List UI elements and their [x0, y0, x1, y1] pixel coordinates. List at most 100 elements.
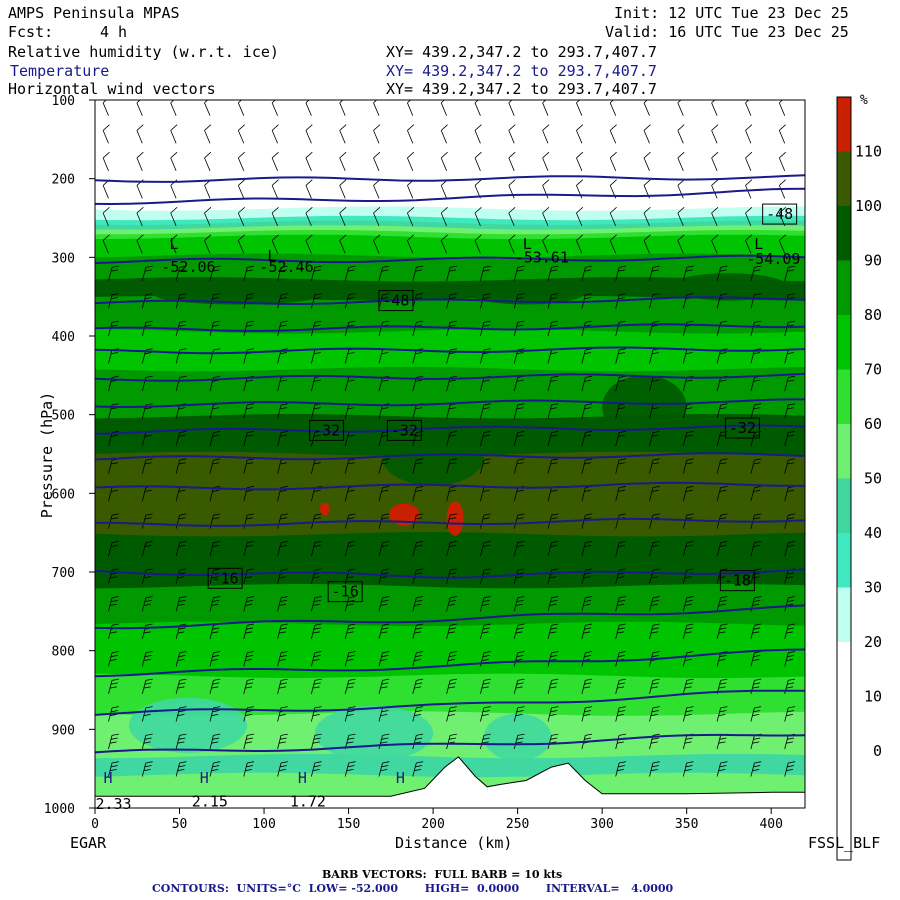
wind-barb: [581, 320, 593, 337]
forecast-hour: 4 h: [100, 23, 128, 41]
wind-barb: [682, 706, 694, 722]
wind-barb: [170, 151, 178, 171]
colorbar-swatch: [837, 369, 851, 424]
rh-band: [95, 499, 805, 509]
wind-barb: [243, 403, 255, 419]
colorbar-label: 10: [864, 688, 882, 706]
wind-barb: [581, 706, 593, 722]
wind-barb: [141, 678, 153, 695]
wind-barb: [542, 179, 550, 199]
wind-barb: [508, 207, 516, 227]
wind-barb: [513, 403, 525, 419]
wind-barb: [407, 151, 415, 171]
terrain-layer: [95, 756, 805, 808]
rh-band: [95, 631, 805, 642]
wind-barb: [682, 458, 694, 474]
wind-barb: [682, 265, 694, 281]
wind-barb: [175, 678, 187, 695]
wind-barb: [480, 403, 491, 419]
y-tick-label: 200: [52, 173, 75, 188]
colorbar-label: 70: [864, 361, 882, 379]
plot-frame: [94, 99, 806, 809]
wind-barb: [209, 733, 221, 750]
wind-barb: [373, 234, 381, 254]
rh-band: [95, 753, 805, 764]
wind-barb: [311, 293, 322, 309]
wind-barb: [682, 541, 694, 557]
x-tick-label: 250: [506, 817, 529, 832]
wind-barb: [547, 375, 559, 392]
wind-barb: [480, 651, 491, 667]
wind-barb: [609, 207, 617, 227]
isotherm-line: [95, 481, 805, 491]
wind-barb: [373, 100, 380, 116]
wind-barb: [141, 568, 153, 584]
wind-barb: [682, 651, 694, 667]
wind-barb: [204, 124, 212, 144]
wind-barb: [175, 293, 187, 309]
wind-barb: [175, 733, 187, 750]
wind-barb: [581, 623, 593, 639]
wind-barb: [175, 596, 187, 612]
wind-barb: [446, 541, 457, 557]
wind-barb: [108, 678, 119, 695]
rh-band: [95, 244, 805, 254]
colorbar-swatch: [837, 424, 851, 479]
wind-barb: [643, 124, 651, 144]
isotherm-line: [95, 323, 805, 332]
wind-barb: [305, 179, 313, 199]
extremum-mark: L: [754, 235, 763, 253]
wind-barb: [271, 124, 279, 144]
wind-barb: [576, 207, 584, 227]
wind-barb: [643, 234, 651, 254]
wind-barb: [243, 596, 255, 612]
wind-barb: [141, 596, 153, 612]
wind-barb: [277, 678, 288, 694]
wind-barb: [344, 541, 356, 557]
wind-barb: [784, 678, 796, 695]
wind-barb: [305, 234, 313, 254]
wind-barb: [305, 124, 313, 144]
valid-time: Valid: 16 UTC Tue 23 Dec 25: [605, 23, 849, 41]
colorbar-swatch: [837, 805, 851, 860]
wind-barb: [175, 513, 187, 529]
colorbar-swatch: [837, 587, 851, 642]
wind-barb: [649, 541, 660, 557]
wind-barb: [513, 596, 525, 612]
init-time: Init: 12 UTC Tue 23 Dec 25: [614, 4, 849, 22]
wind-barb: [508, 124, 516, 144]
axis-layer: 100 200 300 400 500 600 700 800 900 1000 0 50 100 150…: [44, 94, 783, 832]
extremum-mark: H: [298, 769, 307, 787]
x-tick-label: 50: [172, 817, 188, 832]
wind-barb: [108, 568, 119, 584]
y-tick-label: 300: [52, 251, 75, 266]
wind-barb: [750, 651, 762, 667]
wind-barb: [778, 124, 786, 144]
wind-barb: [204, 151, 212, 171]
wind-barb: [682, 678, 694, 694]
wind-barb: [407, 234, 415, 254]
isotherm-line: [95, 452, 805, 461]
wind-barb: [277, 761, 288, 777]
wind-barb: [344, 761, 356, 777]
isotherm-line: [95, 372, 805, 382]
wind-barb: [271, 100, 278, 116]
wind-barb: [649, 623, 660, 639]
wind-barb: [446, 458, 457, 474]
wind-barb: [513, 348, 525, 364]
contour-note: CONTOURS: UNITS=°C LOW= -52.000 HIGH= 0.…: [152, 882, 674, 895]
wind-barb: [136, 151, 144, 171]
wind-barb: [311, 678, 322, 694]
wind-barb: [440, 100, 447, 116]
colorbar-label: 90: [864, 252, 882, 270]
wind-barb: [615, 596, 626, 612]
wind-barb: [344, 320, 356, 337]
isotherm-line: [95, 424, 805, 435]
wind-barb: [576, 234, 584, 254]
wind-barb: [778, 151, 786, 171]
wind-barb: [581, 596, 593, 612]
y-tick-label: 500: [52, 409, 75, 424]
wind-barb: [175, 458, 187, 474]
rh-band: [95, 366, 805, 377]
